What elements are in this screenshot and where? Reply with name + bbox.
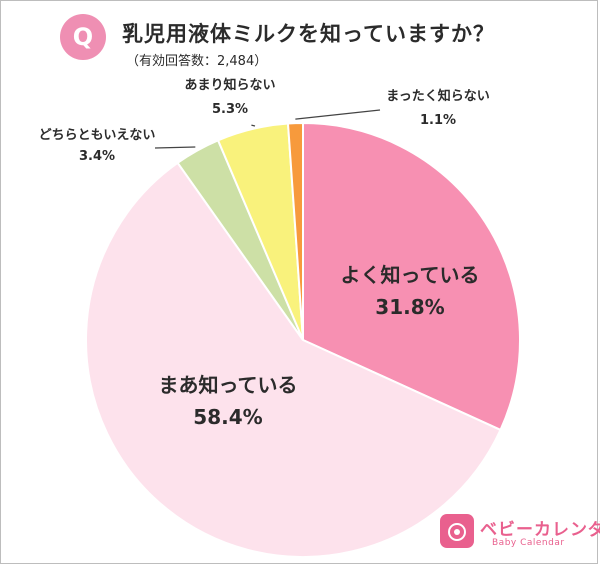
question-badge: Q — [60, 14, 106, 60]
pie-slices — [85, 121, 521, 558]
pie-slice-0 — [302, 121, 521, 432]
slice-value-amari: 5.3% — [212, 102, 248, 117]
slice-label-mattaku: まったく知らない — [386, 88, 489, 104]
chart-subtitle: （有効回答数：2,484） — [126, 54, 268, 69]
callout-line-2 — [154, 146, 196, 149]
slice-value-dochira: 3.4% — [79, 149, 115, 164]
camera-logo-icon — [440, 514, 474, 548]
slice-value-maa: 58.4% — [193, 405, 262, 429]
chart-title: 乳児用液体ミルクを知っていますか？ — [122, 22, 495, 46]
callout-line-3 — [251, 124, 256, 127]
slice-label-amari: あまり知らない — [184, 77, 275, 93]
slice-label-maa: まあ知っている — [159, 373, 298, 397]
brand-name: ベビーカレンダー — [480, 520, 600, 540]
slice-value-yoku: 31.8% — [375, 295, 444, 319]
callout-line-4 — [295, 109, 381, 120]
slice-label-dochira: どちらともいえない — [39, 128, 156, 143]
slice-value-mattaku: 1.1% — [420, 113, 456, 128]
pie-slice-4 — [286, 121, 304, 341]
brand-subname: Baby Calendar — [492, 538, 565, 548]
slice-label-yoku: よく知っている — [341, 263, 480, 287]
slice-labels: よく知っている 31.8% まあ知っている 58.4% どちらともいえない 3.… — [39, 77, 490, 429]
callout-lines — [154, 109, 381, 149]
pie-slice-1 — [85, 161, 502, 558]
